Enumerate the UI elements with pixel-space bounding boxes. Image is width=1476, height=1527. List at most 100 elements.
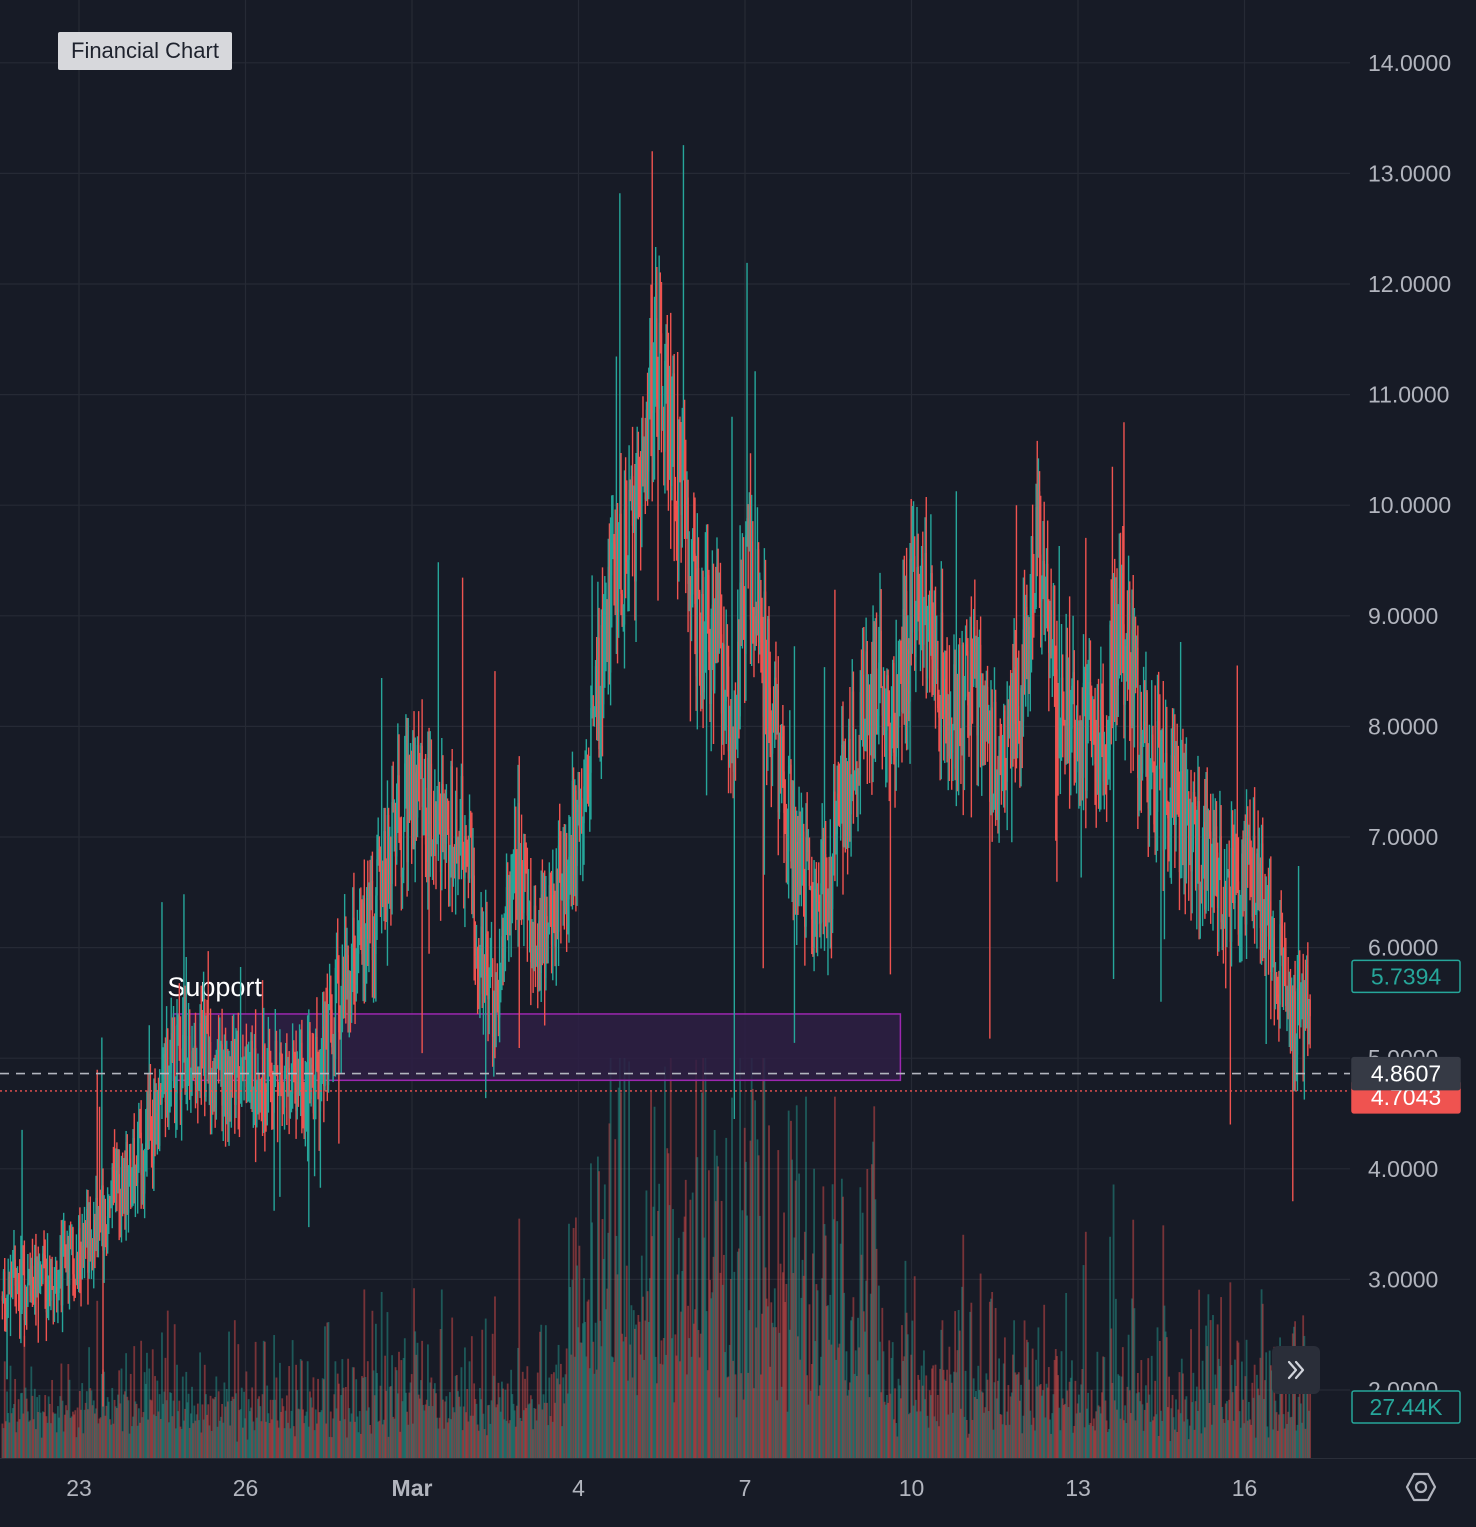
candle-body (138, 1123, 140, 1144)
volume-bar (272, 1399, 274, 1458)
volume-bar (144, 1383, 147, 1458)
candle-body (527, 912, 530, 916)
volume-bar (956, 1350, 959, 1458)
volume-bar (134, 1401, 137, 1458)
volume-bar (758, 1215, 761, 1458)
candle-body (997, 799, 999, 820)
candle-body (1157, 721, 1160, 736)
candle-body (537, 953, 539, 968)
candle-body (511, 877, 514, 884)
candle-body (548, 885, 551, 926)
candle-body (287, 1068, 289, 1093)
candle-body (726, 645, 729, 667)
volume-bar (1049, 1419, 1051, 1458)
volume-bar (609, 1058, 612, 1458)
candle-body (673, 373, 675, 492)
volume-bar (950, 1382, 953, 1458)
candle-body (72, 1227, 74, 1275)
candle-body (698, 591, 701, 654)
volume-bar (46, 1422, 49, 1458)
candle-body (572, 780, 575, 876)
candle-body (552, 894, 554, 945)
candle-body (1073, 672, 1075, 759)
candle-body (1205, 810, 1207, 910)
candle-body (1270, 901, 1272, 973)
candle-body (121, 1166, 124, 1196)
candle-body (730, 737, 732, 744)
volume-bar (91, 1405, 94, 1458)
volume-bar (1076, 1403, 1079, 1458)
candle-body (467, 866, 470, 879)
volume-bar (1113, 1400, 1116, 1458)
candle-body (272, 1101, 274, 1113)
candle-body (1190, 819, 1192, 872)
candle-body (439, 821, 442, 873)
candle-body (734, 739, 737, 744)
volume-bar (87, 1409, 89, 1458)
volume-bar (366, 1361, 369, 1458)
volume-bar (939, 1368, 942, 1458)
volume-bar (853, 1373, 856, 1458)
candle-body (263, 1045, 265, 1105)
candle-body (1162, 730, 1164, 851)
candle-body (564, 865, 567, 906)
volume-bar (23, 1335, 26, 1458)
chart-settings-button[interactable] (1400, 1466, 1442, 1508)
volume-bar (542, 1394, 545, 1458)
volume-bar (690, 1356, 693, 1458)
candle-body (195, 1072, 198, 1085)
volume-bar (1306, 1374, 1309, 1458)
candle-body (317, 1051, 319, 1074)
volume-bar (608, 1123, 611, 1458)
volume-bar (344, 1386, 347, 1458)
volume-bar (723, 1254, 725, 1458)
volume-bar (718, 1397, 721, 1458)
candle-body (785, 829, 788, 862)
candle-body (991, 707, 993, 810)
volume-bar (1052, 1394, 1055, 1458)
volume-bar (276, 1420, 279, 1458)
candle-body (401, 870, 404, 878)
volume-bar (398, 1351, 400, 1458)
current-price-badge: 4.8607 (1351, 1056, 1461, 1091)
volume-bar (231, 1396, 234, 1458)
candle-body (711, 604, 714, 620)
candle-body (368, 886, 370, 939)
candle-body (170, 1033, 172, 1074)
volume-bar (822, 1186, 825, 1458)
candle-body (895, 675, 897, 757)
volume-bar (640, 1255, 643, 1458)
volume-bar (990, 1298, 992, 1458)
candle-body (90, 1250, 93, 1256)
candle-body (355, 956, 357, 985)
candle-body (471, 822, 473, 911)
volume-bar (657, 1210, 659, 1458)
candle-body (1024, 607, 1027, 672)
candle-body (1061, 677, 1064, 719)
candle-body (813, 898, 815, 948)
candle-body (793, 850, 796, 878)
volume-bar (473, 1383, 476, 1458)
candle-body (1212, 838, 1214, 886)
candle-body (226, 1060, 228, 1114)
volume-bar (407, 1424, 410, 1458)
volume-bar (310, 1397, 313, 1458)
chart-title: Financial Chart (58, 32, 232, 70)
volume-bar (849, 1382, 851, 1458)
scroll-to-realtime-button[interactable] (1272, 1346, 1320, 1394)
candle-body (185, 1080, 187, 1087)
candle-body (1114, 602, 1116, 686)
candle-body (534, 905, 537, 964)
volume-bar (997, 1380, 999, 1458)
volume-bar (1268, 1350, 1271, 1458)
candle-body (549, 885, 552, 907)
candle-body (1142, 721, 1145, 735)
volume-bar (1229, 1282, 1232, 1458)
candle-body (87, 1209, 89, 1273)
volume-bar (682, 1231, 685, 1458)
price-axis-tick-label: 4.0000 (1368, 1156, 1438, 1182)
candle-body (331, 1009, 333, 1048)
volume-bar (702, 1058, 704, 1458)
